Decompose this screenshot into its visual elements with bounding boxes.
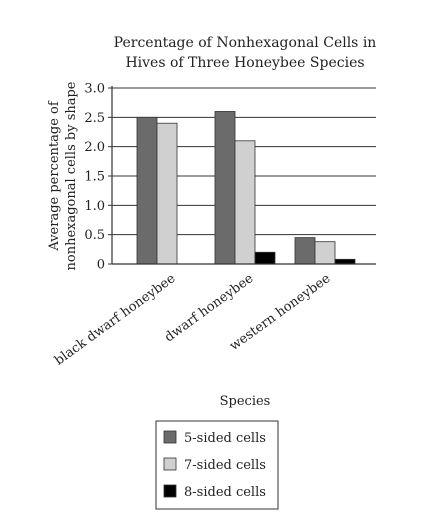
bar bbox=[214, 111, 236, 265]
chart-title: Percentage of Nonhexagonal Cells in Hive… bbox=[114, 35, 377, 71]
y-tick-labels: 0 0.5 1.0 1.5 2.0 2.5 3.0 bbox=[84, 82, 105, 273]
chart-title-line-2: Hives of Three Honeybee Species bbox=[125, 55, 364, 71]
legend-swatch bbox=[163, 484, 177, 498]
bar bbox=[294, 237, 316, 265]
legend-label: 8-sided cells bbox=[184, 485, 266, 500]
legend-swatch bbox=[163, 430, 177, 444]
bar bbox=[314, 241, 336, 265]
y-tick-label: 2.0 bbox=[84, 140, 105, 155]
x-axis-label: Species bbox=[220, 394, 271, 409]
y-axis-label: Average percentage of nonhexagonal cells… bbox=[47, 81, 79, 270]
y-tick-label: 1.0 bbox=[84, 199, 105, 214]
legend: 5-sided cells 7-sided cells 8-sided cells bbox=[155, 420, 279, 510]
axes bbox=[111, 86, 376, 265]
bar bbox=[234, 140, 256, 265]
y-tick-label: 0 bbox=[97, 258, 105, 273]
bar bbox=[156, 122, 178, 265]
legend-label: 7-sided cells bbox=[184, 458, 266, 473]
y-axis-label-line-2: nonhexagonal cells by shape bbox=[64, 81, 79, 270]
chart-title-line-1: Percentage of Nonhexagonal Cells in bbox=[114, 35, 377, 51]
y-tick-label: 2.5 bbox=[84, 111, 105, 126]
bar bbox=[254, 251, 276, 265]
legend-label: 5-sided cells bbox=[184, 431, 266, 446]
bars bbox=[136, 111, 356, 265]
legend-swatch bbox=[163, 457, 177, 471]
category-label: black dwarf honeybee bbox=[52, 271, 179, 369]
y-tick-label: 1.5 bbox=[84, 170, 105, 185]
y-axis-label-line-1: Average percentage of bbox=[47, 100, 62, 252]
bar bbox=[334, 258, 356, 265]
y-tick-label: 0.5 bbox=[84, 228, 105, 243]
y-tick-label: 3.0 bbox=[84, 82, 105, 97]
bar bbox=[136, 116, 158, 265]
